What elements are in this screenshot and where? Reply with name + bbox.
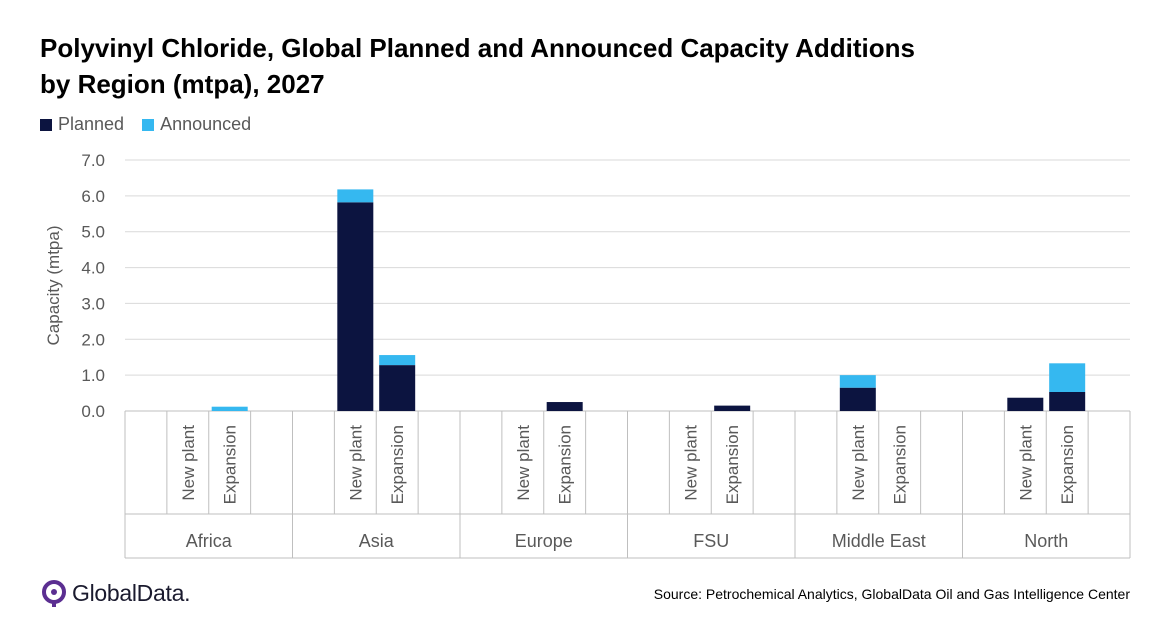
bar-announced: [839, 375, 876, 388]
x-tick-label: New plant: [514, 425, 533, 501]
y-tick-label: 6.0: [81, 187, 105, 206]
chart-title: Polyvinyl Chloride, Global Planned and A…: [40, 30, 1040, 102]
bar-planned: [714, 405, 751, 411]
x-tick-label: Expansion: [388, 425, 407, 504]
group-label: Europe: [515, 531, 573, 551]
group-label: FSU: [693, 531, 729, 551]
legend-label-announced: Announced: [160, 114, 252, 134]
legend-swatch-announced: [142, 118, 155, 131]
group-label: Africa: [186, 531, 233, 551]
x-tick-label: Expansion: [556, 425, 575, 504]
x-tick-label: Expansion: [723, 425, 742, 504]
chart-title-line1: Polyvinyl Chloride, Global Planned and A…: [40, 33, 915, 63]
group-label: Asia: [359, 531, 395, 551]
bar-planned: [337, 202, 374, 411]
y-tick-label: 4.0: [81, 259, 105, 278]
legend: Planned Announced: [40, 114, 269, 135]
legend-item-announced: Announced: [142, 114, 251, 135]
y-axis-label: Capacity (mtpa): [44, 226, 63, 346]
globaldata-logo-text: GlobalData.: [72, 579, 191, 606]
bar-planned: [546, 402, 583, 411]
chart-title-line2: by Region (mtpa), 2027: [40, 69, 325, 99]
x-tick-label: New plant: [849, 425, 868, 501]
bar-announced: [337, 189, 374, 203]
x-tick-label: Expansion: [1058, 425, 1077, 504]
bar-announced: [379, 355, 416, 366]
x-tick-label: Expansion: [221, 425, 240, 504]
bar-planned: [1007, 397, 1044, 411]
y-tick-label: 7.0: [81, 151, 105, 170]
group-label: Middle East: [832, 531, 926, 551]
y-tick-label: 1.0: [81, 366, 105, 385]
y-tick-label: 0.0: [81, 402, 105, 421]
x-tick-label: New plant: [1016, 425, 1035, 501]
legend-swatch-planned: [40, 118, 52, 131]
group-label: North: [1024, 531, 1068, 551]
bar-announced: [211, 406, 248, 411]
bar-planned: [379, 365, 416, 411]
y-tick-label: 3.0: [81, 294, 105, 313]
legend-item-planned: Planned: [40, 114, 124, 135]
x-tick-label: New plant: [681, 425, 700, 501]
y-tick-label: 5.0: [81, 223, 105, 242]
bar-announced: [1049, 363, 1086, 392]
globaldata-logo-icon: [42, 580, 66, 607]
bar-planned: [1049, 391, 1086, 411]
x-tick-label: New plant: [179, 425, 198, 501]
x-tick-label: Expansion: [891, 425, 910, 504]
y-tick-label: 2.0: [81, 330, 105, 349]
source-note: Source: Petrochemical Analytics, GlobalD…: [653, 586, 1130, 602]
bar-planned: [839, 387, 876, 411]
globaldata-logo: GlobalData.: [40, 578, 190, 608]
legend-label-planned: Planned: [58, 114, 125, 134]
x-tick-label: New plant: [346, 425, 365, 501]
